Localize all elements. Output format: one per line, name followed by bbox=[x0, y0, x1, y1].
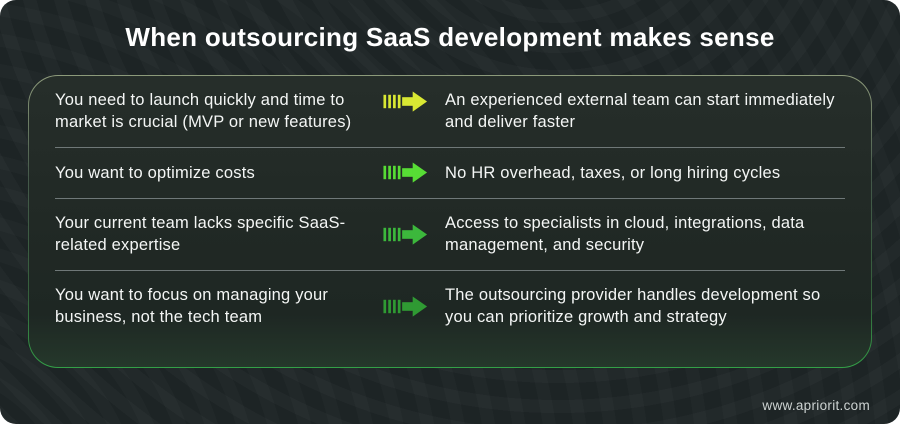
row-divider bbox=[55, 198, 845, 199]
arrow-right-icon bbox=[365, 223, 445, 246]
benefit-text: An experienced external team can start i… bbox=[445, 91, 835, 131]
row-divider bbox=[55, 147, 845, 148]
arrow-right-icon bbox=[365, 161, 445, 184]
reason-text: You need to launch quickly and time to m… bbox=[55, 91, 352, 131]
reason-text: Your current team lacks specific SaaS-re… bbox=[55, 214, 346, 254]
website-url: www.apriorit.com bbox=[762, 398, 870, 413]
table-row: Your current team lacks specific SaaS-re… bbox=[55, 199, 845, 270]
benefit-text: Access to specialists in cloud, integrat… bbox=[445, 214, 805, 254]
table-row: You want to optimize costs No HR ove bbox=[55, 148, 845, 198]
arrow-right-icon bbox=[365, 90, 445, 113]
benefit-text: The outsourcing provider handles develop… bbox=[445, 286, 821, 326]
benefit-text: No HR overhead, taxes, or long hiring cy… bbox=[445, 163, 781, 182]
arrow-right-icon bbox=[365, 295, 445, 318]
row-divider bbox=[55, 270, 845, 271]
reason-text: You want to optimize costs bbox=[55, 163, 255, 182]
table-row: You need to launch quickly and time to m… bbox=[55, 76, 845, 147]
benefits-card: You need to launch quickly and time to m… bbox=[29, 76, 871, 367]
page-title: When outsourcing SaaS development makes … bbox=[125, 22, 775, 52]
table-row: You want to focus on managing your busin… bbox=[55, 271, 845, 342]
reason-text: You want to focus on managing your busin… bbox=[55, 286, 329, 326]
benefits-card-border: You need to launch quickly and time to m… bbox=[28, 75, 872, 368]
